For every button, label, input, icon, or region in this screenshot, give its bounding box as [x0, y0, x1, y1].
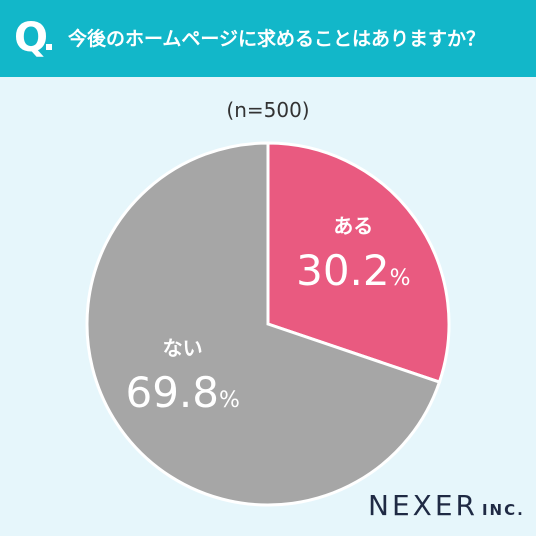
slice-label-group-0: ある 30.2%: [296, 214, 410, 295]
slice-value-unit: %: [219, 388, 240, 413]
slice-label: ない: [163, 336, 203, 360]
sample-size: (n=500): [226, 98, 310, 122]
question-header: Q 今後のホームページに求めることはありますか？: [0, 0, 536, 77]
slice-label: ある: [333, 214, 373, 238]
slice-value-unit: %: [390, 266, 411, 291]
pie-slice-no: [85, 141, 442, 507]
q-dot: [46, 44, 52, 50]
slice-label-group-1: ない 69.8%: [125, 336, 239, 417]
question-text: 今後のホームページに求めることはありますか？: [68, 28, 486, 50]
brand-suffix: INC.: [481, 501, 525, 519]
slice-value: 30.2%: [296, 246, 410, 295]
slice-value-number: 30.2: [296, 246, 390, 295]
pie-slice-yes: [266, 141, 451, 384]
brand-logo: NEXER INC.: [368, 490, 525, 526]
brand-name: NEXER: [368, 489, 478, 522]
q-mark: Q: [14, 15, 49, 61]
slice-value-number: 69.8: [125, 368, 219, 417]
slice-value: 69.8%: [125, 368, 239, 417]
